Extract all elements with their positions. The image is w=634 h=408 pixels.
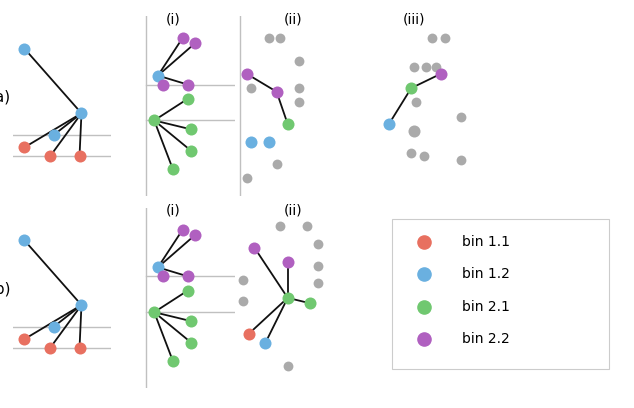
Text: (ii): (ii): [284, 12, 302, 26]
Point: [20, 336, 30, 342]
Text: (iii): (iii): [403, 12, 425, 26]
Point: [20, 144, 30, 151]
Point: [167, 357, 178, 364]
Point: [439, 35, 450, 41]
Point: [74, 345, 84, 351]
Point: [294, 99, 304, 106]
Point: [294, 85, 304, 91]
Point: [302, 223, 312, 229]
Point: [153, 264, 163, 271]
Point: [186, 126, 197, 133]
Point: [418, 153, 429, 160]
Point: [183, 95, 193, 102]
Point: [183, 81, 193, 88]
Point: [246, 139, 256, 145]
Point: [178, 35, 188, 41]
Point: [431, 63, 441, 70]
Text: (b): (b): [0, 282, 11, 296]
Text: bin 2.1: bin 2.1: [462, 300, 510, 314]
Point: [238, 277, 249, 283]
Point: [283, 121, 293, 127]
Point: [149, 309, 159, 315]
Point: [45, 153, 55, 160]
Point: [275, 35, 285, 41]
Point: [186, 318, 197, 324]
Point: [418, 304, 429, 310]
Point: [249, 244, 259, 251]
Text: bin 2.2: bin 2.2: [462, 333, 510, 346]
Point: [76, 302, 86, 308]
Point: [408, 128, 418, 135]
Text: (i): (i): [165, 12, 180, 26]
Point: [305, 300, 315, 306]
Point: [421, 63, 431, 70]
Point: [283, 259, 293, 265]
Text: (i): (i): [165, 204, 180, 218]
Point: [418, 336, 429, 343]
Point: [243, 330, 254, 337]
Point: [418, 238, 429, 245]
Point: [20, 45, 30, 52]
Point: [427, 35, 437, 41]
Point: [283, 363, 293, 369]
Point: [283, 295, 293, 301]
Point: [20, 237, 30, 244]
Point: [158, 273, 168, 279]
Point: [183, 287, 193, 294]
FancyBboxPatch shape: [392, 219, 609, 369]
Point: [264, 35, 274, 41]
Point: [418, 271, 429, 277]
Point: [190, 232, 200, 238]
Point: [313, 280, 323, 287]
Point: [238, 298, 249, 305]
Text: (ii): (ii): [284, 204, 302, 218]
Point: [242, 71, 252, 77]
Point: [186, 339, 197, 346]
Text: bin 1.2: bin 1.2: [462, 267, 510, 281]
Point: [158, 81, 168, 88]
Point: [167, 166, 178, 172]
Point: [246, 85, 256, 91]
Text: (a): (a): [0, 90, 11, 104]
Point: [149, 117, 159, 124]
Point: [456, 157, 466, 163]
Point: [242, 175, 252, 181]
Point: [264, 139, 274, 145]
Point: [183, 273, 193, 279]
Point: [294, 58, 304, 64]
Point: [49, 131, 59, 138]
Point: [186, 148, 197, 154]
Point: [411, 99, 421, 106]
Point: [406, 85, 417, 91]
Point: [261, 339, 271, 346]
Point: [271, 160, 281, 167]
Point: [74, 153, 84, 160]
Point: [456, 113, 466, 120]
Point: [313, 262, 323, 269]
Point: [275, 223, 285, 229]
Point: [76, 110, 86, 117]
Point: [178, 226, 188, 233]
Point: [384, 121, 394, 127]
Point: [49, 323, 59, 330]
Point: [406, 149, 417, 156]
Point: [153, 72, 163, 79]
Point: [313, 241, 323, 247]
Text: bin 1.1: bin 1.1: [462, 235, 510, 248]
Point: [408, 63, 418, 70]
Point: [436, 71, 446, 77]
Point: [271, 89, 281, 95]
Point: [45, 345, 55, 351]
Point: [190, 40, 200, 47]
